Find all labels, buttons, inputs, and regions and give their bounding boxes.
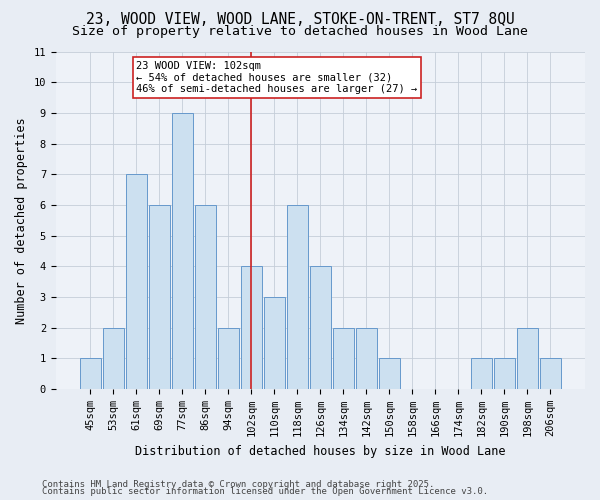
X-axis label: Distribution of detached houses by size in Wood Lane: Distribution of detached houses by size …: [135, 444, 506, 458]
Bar: [356, 328, 377, 389]
Y-axis label: Number of detached properties: Number of detached properties: [15, 117, 28, 324]
Bar: [103, 328, 124, 389]
Bar: [241, 266, 262, 389]
Bar: [172, 113, 193, 389]
Bar: [333, 328, 354, 389]
Bar: [80, 358, 101, 389]
Bar: [264, 297, 285, 389]
Bar: [540, 358, 561, 389]
Bar: [310, 266, 331, 389]
Bar: [149, 205, 170, 389]
Text: 23 WOOD VIEW: 102sqm
← 54% of detached houses are smaller (32)
46% of semi-detac: 23 WOOD VIEW: 102sqm ← 54% of detached h…: [136, 60, 418, 94]
Bar: [379, 358, 400, 389]
Bar: [287, 205, 308, 389]
Bar: [126, 174, 147, 389]
Bar: [494, 358, 515, 389]
Text: Size of property relative to detached houses in Wood Lane: Size of property relative to detached ho…: [72, 25, 528, 38]
Bar: [517, 328, 538, 389]
Bar: [471, 358, 492, 389]
Bar: [218, 328, 239, 389]
Text: 23, WOOD VIEW, WOOD LANE, STOKE-ON-TRENT, ST7 8QU: 23, WOOD VIEW, WOOD LANE, STOKE-ON-TRENT…: [86, 12, 514, 28]
Text: Contains public sector information licensed under the Open Government Licence v3: Contains public sector information licen…: [42, 488, 488, 496]
Bar: [195, 205, 216, 389]
Text: Contains HM Land Registry data © Crown copyright and database right 2025.: Contains HM Land Registry data © Crown c…: [42, 480, 434, 489]
